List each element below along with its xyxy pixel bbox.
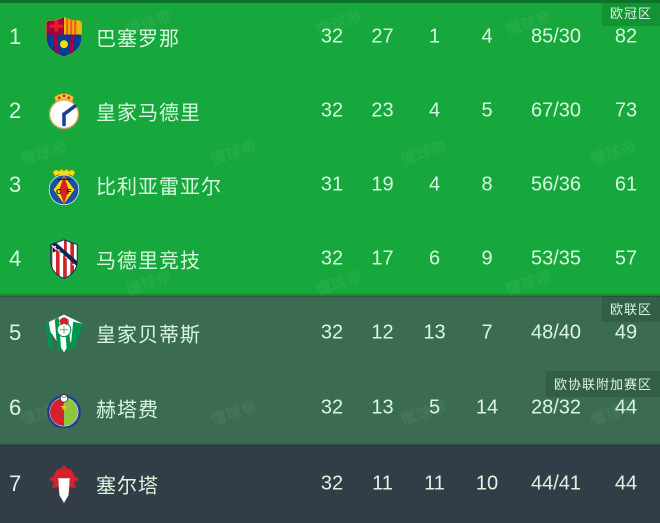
svg-text:C: C: [56, 187, 62, 196]
svg-text:F: F: [67, 187, 72, 196]
